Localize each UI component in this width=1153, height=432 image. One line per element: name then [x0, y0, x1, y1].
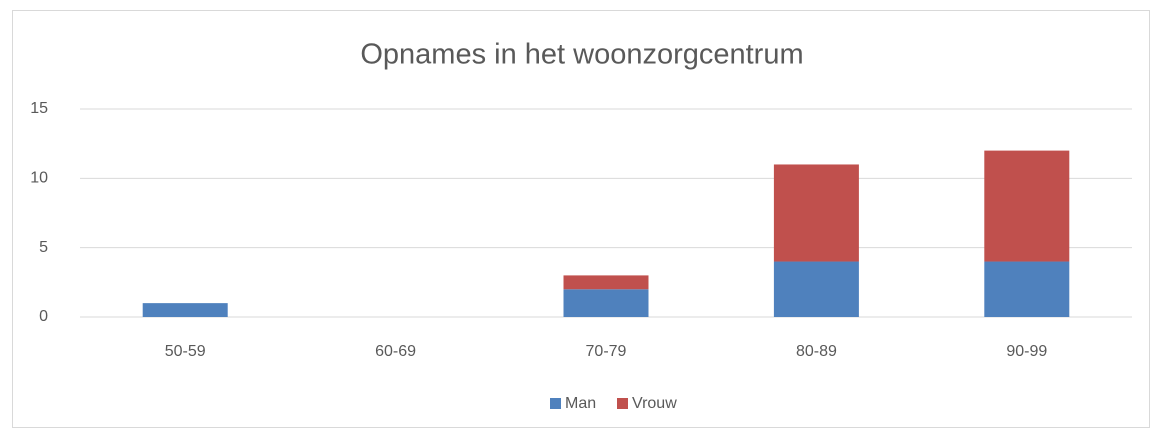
x-tick-label: 80-89: [796, 343, 837, 360]
chart-title: Opnames in het woonzorgcentrum: [360, 39, 803, 71]
y-tick-label: 15: [30, 100, 48, 117]
bar-segment: [984, 261, 1070, 317]
legend-swatch: [617, 398, 628, 409]
legend-label: Vrouw: [632, 395, 677, 412]
bar-segment: [142, 303, 228, 317]
bar-segment: [984, 150, 1070, 262]
x-tick-label: 60-69: [375, 343, 416, 360]
y-tick-label: 5: [39, 239, 48, 256]
y-tick-label: 0: [39, 308, 48, 325]
chart-border: [12, 10, 1150, 428]
x-tick-label: 50-59: [165, 343, 206, 360]
bar-segment: [773, 164, 859, 262]
x-tick-label: 70-79: [586, 343, 627, 360]
legend-swatch: [550, 398, 561, 409]
legend-label: Man: [565, 395, 596, 412]
bar-segment: [563, 275, 649, 290]
bar-segment: [563, 289, 649, 317]
x-tick-label: 90-99: [1006, 343, 1047, 360]
y-tick-label: 10: [30, 170, 48, 187]
bar-segment: [773, 261, 859, 317]
